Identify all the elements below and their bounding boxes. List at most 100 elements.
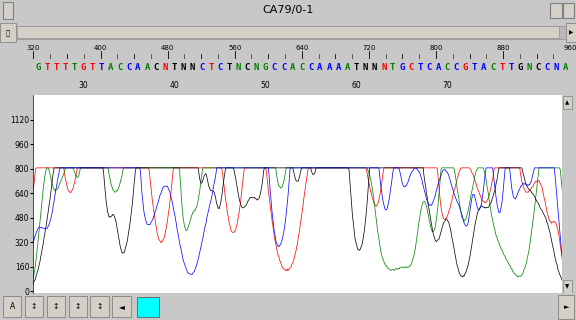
Text: G: G	[35, 63, 41, 72]
Text: 480: 480	[161, 44, 175, 51]
Text: C: C	[117, 63, 123, 72]
Text: N: N	[372, 63, 377, 72]
Text: N: N	[554, 63, 559, 72]
Text: G: G	[263, 63, 268, 72]
Text: C: C	[126, 63, 132, 72]
Text: 640: 640	[295, 44, 309, 51]
Text: C: C	[408, 63, 414, 72]
Text: 880: 880	[497, 44, 510, 51]
Text: T: T	[226, 63, 232, 72]
Text: C: C	[272, 63, 277, 72]
Text: C: C	[545, 63, 550, 72]
Bar	[563, 96, 572, 109]
Text: T: T	[208, 63, 214, 72]
Text: N: N	[363, 63, 368, 72]
Bar	[563, 280, 572, 293]
Bar	[566, 22, 576, 42]
Text: C: C	[426, 63, 432, 72]
Text: C: C	[245, 63, 250, 72]
Text: 60: 60	[351, 81, 361, 90]
Text: 720: 720	[362, 44, 376, 51]
Text: N: N	[236, 63, 241, 72]
Text: A: A	[317, 63, 323, 72]
Text: T: T	[172, 63, 177, 72]
Bar	[112, 296, 131, 317]
Text: N: N	[253, 63, 259, 72]
Bar	[550, 3, 562, 18]
Text: 800: 800	[429, 44, 443, 51]
Text: N: N	[381, 63, 386, 72]
Text: T: T	[99, 63, 104, 72]
Text: A: A	[135, 63, 141, 72]
Text: N: N	[181, 63, 186, 72]
Text: T: T	[418, 63, 423, 72]
Bar	[137, 297, 159, 317]
Text: 400: 400	[94, 44, 107, 51]
Text: T: T	[509, 63, 514, 72]
Text: T: T	[390, 63, 396, 72]
Bar	[47, 296, 65, 317]
Text: T: T	[54, 63, 59, 72]
Text: C: C	[308, 63, 313, 72]
Text: 40: 40	[169, 81, 179, 90]
Text: G: G	[463, 63, 468, 72]
Text: ▼: ▼	[565, 284, 570, 289]
Text: CA79/0-1: CA79/0-1	[262, 5, 314, 15]
Text: A: A	[435, 63, 441, 72]
Text: A: A	[336, 63, 341, 72]
Text: 50: 50	[260, 81, 270, 90]
Text: ▶: ▶	[569, 30, 573, 35]
Bar	[25, 296, 43, 317]
Text: 320: 320	[26, 44, 40, 51]
Text: C: C	[199, 63, 204, 72]
Text: A: A	[290, 63, 295, 72]
Text: 30: 30	[78, 81, 88, 90]
Text: A: A	[344, 63, 350, 72]
Text: T: T	[472, 63, 478, 72]
Text: N: N	[526, 63, 532, 72]
Text: ↕: ↕	[31, 302, 37, 311]
Text: ↕: ↕	[52, 302, 59, 311]
Bar	[563, 3, 574, 18]
Text: C: C	[445, 63, 450, 72]
Text: G: G	[81, 63, 86, 72]
Text: A: A	[481, 63, 487, 72]
Text: 560: 560	[228, 44, 241, 51]
Text: G: G	[399, 63, 404, 72]
Text: C: C	[217, 63, 222, 72]
Text: ↕: ↕	[96, 302, 103, 311]
Text: T: T	[90, 63, 95, 72]
Bar	[3, 2, 13, 19]
Text: ↕: ↕	[74, 302, 81, 311]
Text: ►: ►	[563, 304, 569, 310]
Text: G: G	[517, 63, 523, 72]
Text: C: C	[490, 63, 495, 72]
Text: T: T	[63, 63, 68, 72]
Bar	[17, 26, 559, 38]
Text: A: A	[108, 63, 113, 72]
Text: C: C	[454, 63, 459, 72]
Text: A: A	[9, 302, 15, 311]
Text: T: T	[354, 63, 359, 72]
Text: T: T	[44, 63, 50, 72]
Bar	[558, 295, 574, 319]
Text: C: C	[154, 63, 159, 72]
Text: 🔒: 🔒	[6, 29, 10, 36]
Bar	[69, 296, 87, 317]
Text: C: C	[536, 63, 541, 72]
Bar	[16, 26, 566, 39]
Text: 960: 960	[563, 44, 576, 51]
Text: T: T	[499, 63, 505, 72]
Text: C: C	[299, 63, 305, 72]
Bar	[0, 22, 16, 42]
Text: C: C	[281, 63, 286, 72]
Bar	[90, 296, 109, 317]
Text: N: N	[162, 63, 168, 72]
Text: ▲: ▲	[565, 100, 570, 105]
Text: ◄: ◄	[119, 302, 124, 311]
Bar	[3, 296, 21, 317]
Text: 70: 70	[442, 81, 452, 90]
Text: N: N	[190, 63, 195, 72]
Text: T: T	[71, 63, 77, 72]
Text: A: A	[145, 63, 150, 72]
